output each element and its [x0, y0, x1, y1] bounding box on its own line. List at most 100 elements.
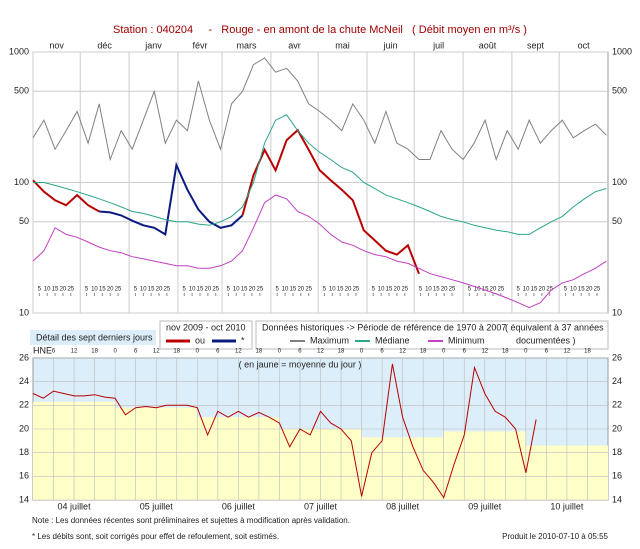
x-tick-label: 18: [420, 349, 427, 355]
y-tick-label: 18: [612, 447, 622, 457]
y-tick-label: 1000: [9, 46, 29, 56]
x-tick-label: 18: [584, 349, 591, 355]
minor-tick-label: 20: [249, 287, 256, 293]
minor-tick-label: 25: [67, 287, 74, 293]
minor-tick-label: 20: [538, 287, 545, 293]
minor-tick-label: 5: [38, 287, 42, 293]
x-tick-label: 12: [481, 349, 488, 355]
minor-tick-label: 20: [297, 287, 304, 293]
x-tick-label: sept: [527, 40, 545, 50]
minor-tick-label: 15: [531, 287, 538, 293]
minor-tick-label: 15: [337, 287, 344, 293]
x-day-label: 05 juillet: [140, 501, 174, 511]
y-tick-label: 500: [14, 86, 29, 96]
legend-documented: documentées ): [516, 335, 576, 345]
x-day-label: 04 juillet: [58, 501, 92, 511]
minor-tick-label: 5: [183, 287, 187, 293]
minor-tick-label: 10: [233, 287, 240, 293]
x-tick-label: août: [479, 40, 497, 50]
x-tick-label: 6: [545, 349, 549, 355]
x-tick-label: 0: [196, 349, 200, 355]
y-tick-label: 500: [612, 86, 627, 96]
legend-equivalent: ( équivalent à 37 années: [505, 322, 604, 332]
series-line: [33, 114, 607, 235]
minor-tick-label: 20: [345, 287, 352, 293]
x-tick-label: 12: [71, 349, 78, 355]
minor-tick-label: 25: [401, 287, 408, 293]
x-tick-label: 6: [380, 349, 384, 355]
minor-tick-label: 10: [523, 287, 530, 293]
minor-tick-label: 15: [241, 287, 248, 293]
minor-tick-label: 20: [441, 287, 448, 293]
x-tick-label: 0: [278, 349, 282, 355]
x-tick-label: 0: [113, 349, 117, 355]
x-tick-label: juin: [383, 40, 398, 50]
x-tick-label: 12: [564, 349, 571, 355]
y-tick-label: 22: [612, 400, 622, 410]
x-tick-label: 12: [235, 349, 242, 355]
x-tick-label: 6: [463, 349, 467, 355]
minor-tick-label: 5: [134, 287, 138, 293]
y-tick-label: 22: [19, 400, 29, 410]
minor-tick-label: 25: [498, 287, 505, 293]
note: * Les débits sont, soit corrigés pour ef…: [32, 532, 279, 541]
minor-tick-label: 5: [276, 287, 280, 293]
legend-box: [255, 320, 609, 350]
y-tick-label: 14: [612, 494, 622, 504]
x-tick-label: 12: [153, 349, 160, 355]
minor-tick-label: 10: [570, 287, 577, 293]
x-day-label: 08 juillet: [386, 501, 420, 511]
time-zone: HNE: [33, 345, 52, 355]
series-line: [99, 161, 244, 237]
x-day-label: 06 juillet: [222, 501, 256, 511]
note: Note : Les données récentes sont prélimi…: [32, 516, 350, 525]
minor-tick-label: 5: [468, 287, 472, 293]
y-tick-label: 10: [19, 307, 29, 317]
y-tick-label: 50: [19, 216, 29, 226]
minor-tick-label: 25: [164, 287, 171, 293]
x-day-label: 10 juillet: [550, 501, 584, 511]
minor-tick-label: 20: [394, 287, 401, 293]
x-tick-label: 0: [360, 349, 364, 355]
minor-tick-label: 25: [257, 287, 264, 293]
minor-tick-label: 25: [115, 287, 122, 293]
minor-tick-label: 15: [148, 287, 155, 293]
x-tick-label: 6: [216, 349, 220, 355]
y-tick-label: 18: [19, 447, 29, 457]
detail-box: [30, 330, 156, 345]
x-tick-label: 6: [298, 349, 302, 355]
y-tick-label: 100: [612, 177, 627, 187]
minor-tick-label: 20: [205, 287, 212, 293]
y-tick-label: 100: [14, 177, 29, 187]
y-tick-label: 26: [612, 352, 622, 362]
x-tick-label: oct: [578, 40, 591, 50]
y-tick-label: 20: [19, 423, 29, 433]
legend-label: Maximum: [310, 335, 349, 345]
minor-tick-label: 25: [305, 287, 312, 293]
x-day-label: 09 juillet: [468, 501, 502, 511]
minor-tick-label: 5: [517, 287, 521, 293]
series-line: [32, 57, 607, 162]
minor-tick-label: 20: [490, 287, 497, 293]
minor-tick-label: 10: [282, 287, 289, 293]
legend-label: Médiane: [375, 335, 410, 345]
x-tick-label: déc: [97, 40, 112, 50]
minor-tick-label: 25: [546, 287, 553, 293]
minor-tick-label: 25: [449, 287, 456, 293]
minor-tick-label: 15: [290, 287, 297, 293]
y-tick-label: 24: [612, 376, 622, 386]
x-tick-label: 0: [442, 349, 446, 355]
x-tick-label: avr: [288, 40, 301, 50]
minor-tick-label: 20: [107, 287, 114, 293]
x-tick-label: 18: [338, 349, 345, 355]
x-tick-label: nov: [49, 40, 64, 50]
minor-tick-label: 20: [156, 287, 163, 293]
series-line: [32, 194, 607, 309]
minor-tick-label: 10: [378, 287, 385, 293]
minor-tick-label: 10: [91, 287, 98, 293]
minor-tick-label: 10: [140, 287, 147, 293]
minor-tick-label: 5: [372, 287, 376, 293]
x-tick-label: 12: [317, 349, 324, 355]
minor-tick-label: 5: [419, 287, 423, 293]
